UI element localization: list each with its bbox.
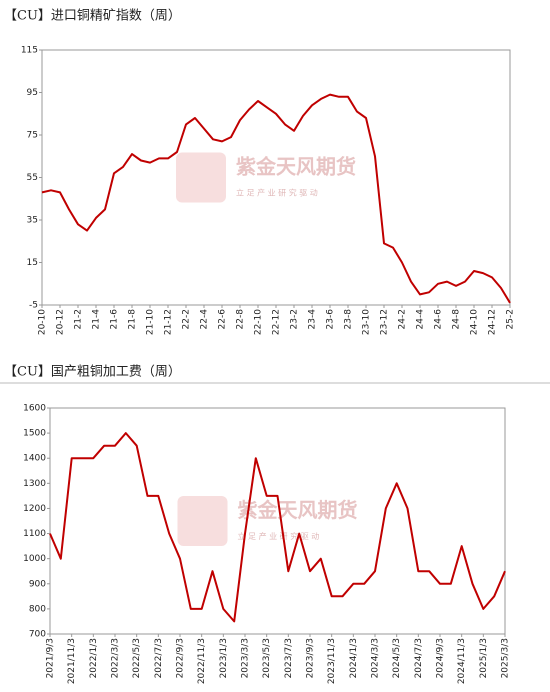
y-tick-label: 900 [29,579,46,589]
x-tick-label: 24-12 [488,309,498,335]
y-tick-label: 800 [29,604,46,614]
watermark-logo [176,152,226,203]
x-tick-label: 22-2 [182,309,192,329]
y-tick-label: 35 [27,216,38,226]
x-tick-label: 2024/11/3 [457,638,467,684]
plot-frame [49,407,506,635]
x-tick-label: 23-2 [290,309,300,329]
x-tick-label: 2023/1/3 [219,638,229,678]
data-line [41,93,511,304]
watermark-brand: 紫金天风期货 [238,498,358,522]
y-tick-label: 1500 [23,429,46,439]
x-tick-label: 2024/9/3 [436,638,446,678]
y-tick-label: 1300 [23,479,46,489]
x-tick-label: 23-12 [380,309,390,335]
x-tick-label: 2021/9/3 [46,638,56,678]
x-tick-label: 2022/3/3 [111,638,121,678]
y-tick-label: 1100 [23,529,46,539]
y-tick-label: 700 [29,630,46,640]
x-tick-label: 25-2 [506,309,516,329]
x-tick-label: 21-4 [92,309,102,330]
x-tick-label: 2022/11/3 [197,638,207,684]
x-tick-label: 2024/3/3 [371,638,381,678]
x-tick-label: 2023/9/3 [306,638,316,678]
x-tick-label: 2022/9/3 [176,638,186,678]
x-tick-label: 2023/11/3 [327,638,337,684]
x-tick-label: 24-10 [470,309,480,335]
y-tick-label: -5 [29,301,38,311]
watermark-slogan: 立 足 产 业 研 究 驱 动 [238,531,320,541]
x-tick-label: 20-12 [56,309,66,335]
y-tick-label: 1600 [23,404,46,414]
x-tick-label: 24-8 [452,309,462,330]
x-tick-label: 2024/5/3 [392,638,402,678]
x-tick-label: 2024/1/3 [349,638,359,678]
x-tick-label: 2025/1/3 [479,638,489,678]
x-tick-label: 23-4 [308,309,318,330]
y-tick-label: 1000 [23,554,46,564]
y-tick-label: 55 [27,173,38,183]
chart-title: 【CU】国产粗铜加工费（周） [4,365,181,380]
x-tick-label: 24-2 [398,309,408,329]
watermark-logo [177,496,228,546]
y-tick-label: 115 [21,46,38,56]
x-tick-label: 22-6 [218,309,228,330]
x-tick-label: 24-6 [434,309,444,330]
x-tick-label: 23-8 [344,309,354,330]
watermark-slogan: 立 足 产 业 研 究 驱 动 [236,188,318,198]
x-tick-label: 21-6 [110,309,120,330]
y-tick-label: 15 [27,258,38,268]
x-tick-label: 21-2 [74,309,84,329]
x-tick-label: 22-10 [254,309,264,335]
x-tick-label: 20-10 [38,309,48,335]
y-tick-label: 1400 [23,454,46,464]
x-tick-label: 2023/3/3 [241,638,251,678]
x-tick-label: 2024/7/3 [414,638,424,678]
x-tick-label: 22-8 [236,309,246,330]
x-tick-label: 2022/5/3 [132,638,142,678]
x-tick-label: 21-10 [146,309,156,335]
x-tick-label: 2022/7/3 [154,638,164,678]
x-tick-label: 22-12 [272,309,282,335]
x-tick-label: 21-8 [128,309,138,330]
x-tick-label: 2022/1/3 [89,638,99,678]
y-tick-label: 75 [27,131,38,141]
x-tick-label: 21-12 [164,309,174,335]
x-tick-label: 23-10 [362,309,372,335]
x-tick-label: 22-4 [200,309,210,330]
chart-title: 【CU】进口铜精矿指数（周） [4,9,181,24]
x-tick-label: 23-6 [326,309,336,330]
watermark-brand: 紫金天风期货 [236,155,356,179]
x-tick-label: 24-4 [416,309,426,330]
x-tick-label: 2025/3/3 [501,638,511,678]
x-tick-label: 2023/5/3 [262,638,272,678]
y-tick-label: 1200 [23,504,46,514]
y-tick-label: 95 [27,88,38,98]
x-tick-label: 2023/7/3 [284,638,294,678]
data-line [49,432,506,623]
x-tick-label: 2021/11/3 [67,638,77,684]
